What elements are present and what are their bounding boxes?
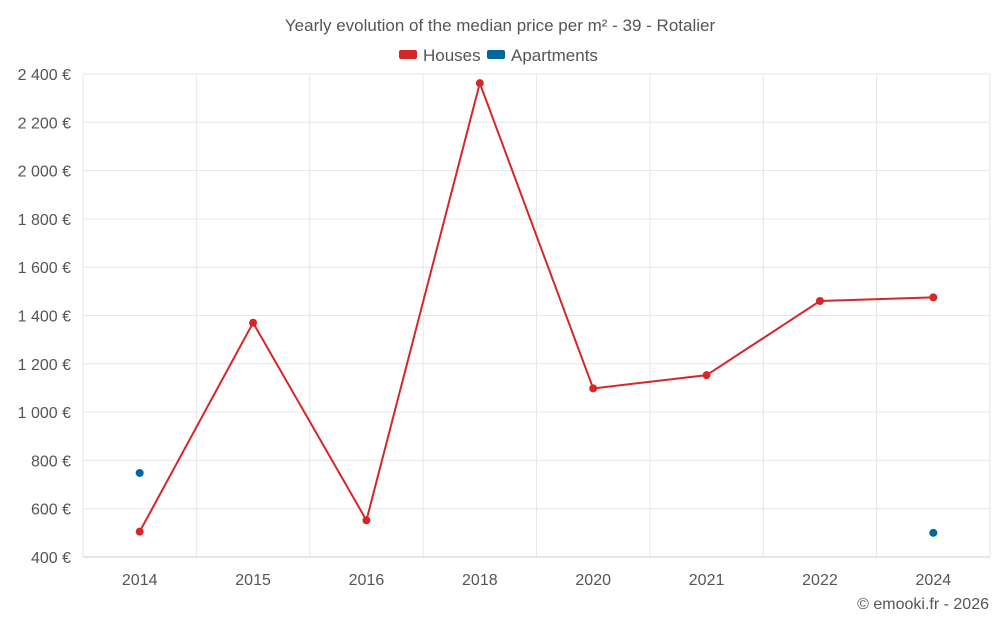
series-layer xyxy=(135,79,938,537)
y-tick-label: 2 200 € xyxy=(18,115,71,132)
data-point-houses[interactable] xyxy=(249,318,258,327)
legend-swatch xyxy=(399,50,417,59)
legend-item-apartments[interactable]: Apartments xyxy=(487,46,598,65)
legend-label: Houses xyxy=(423,46,481,65)
y-tick-label: 1 600 € xyxy=(18,260,71,277)
legend: Houses Apartments xyxy=(399,46,598,65)
data-point-houses[interactable] xyxy=(475,79,484,88)
legend-item-houses[interactable]: Houses xyxy=(399,46,481,65)
grid-layer xyxy=(82,73,991,557)
credit-text: © emooki.fr - 2026 xyxy=(857,596,989,613)
x-tick-label: 2016 xyxy=(349,572,385,589)
x-tick-label: 2014 xyxy=(122,572,158,589)
data-point-houses[interactable] xyxy=(135,527,144,536)
data-point-apartments[interactable] xyxy=(135,468,144,477)
x-tick-label: 2022 xyxy=(802,572,838,589)
data-point-houses[interactable] xyxy=(815,297,824,306)
x-tick-label: 2024 xyxy=(916,572,952,589)
y-tick-label: 1 200 € xyxy=(18,357,71,374)
y-tick-label: 1 800 € xyxy=(18,212,71,229)
y-tick-label: 1 000 € xyxy=(18,405,71,422)
x-tick-label: 2021 xyxy=(689,572,725,589)
data-point-apartments[interactable] xyxy=(929,528,938,537)
data-point-houses[interactable] xyxy=(929,293,938,302)
chart-title: Yearly evolution of the median price per… xyxy=(285,16,716,35)
y-tick-label: 800 € xyxy=(31,453,71,470)
data-point-houses[interactable] xyxy=(589,384,598,393)
legend-swatch xyxy=(487,50,505,59)
y-tick-label: 2 400 € xyxy=(18,67,71,84)
y-tick-label: 1 400 € xyxy=(18,309,71,326)
x-tick-label: 2015 xyxy=(235,572,271,589)
legend-label: Apartments xyxy=(511,46,598,65)
y-tick-label: 600 € xyxy=(31,502,71,519)
series-line-houses xyxy=(138,79,934,533)
y-tick-label: 2 000 € xyxy=(18,164,71,181)
x-tick-label: 2020 xyxy=(575,572,611,589)
data-point-houses[interactable] xyxy=(702,371,711,380)
data-point-houses[interactable] xyxy=(362,516,371,525)
x-tick-label: 2018 xyxy=(462,572,498,589)
y-tick-label: 400 € xyxy=(31,550,71,567)
axis-layer: 400 € 600 € 800 € 1 000 € 1 200 € 1 400 € 1 60… xyxy=(18,67,990,589)
